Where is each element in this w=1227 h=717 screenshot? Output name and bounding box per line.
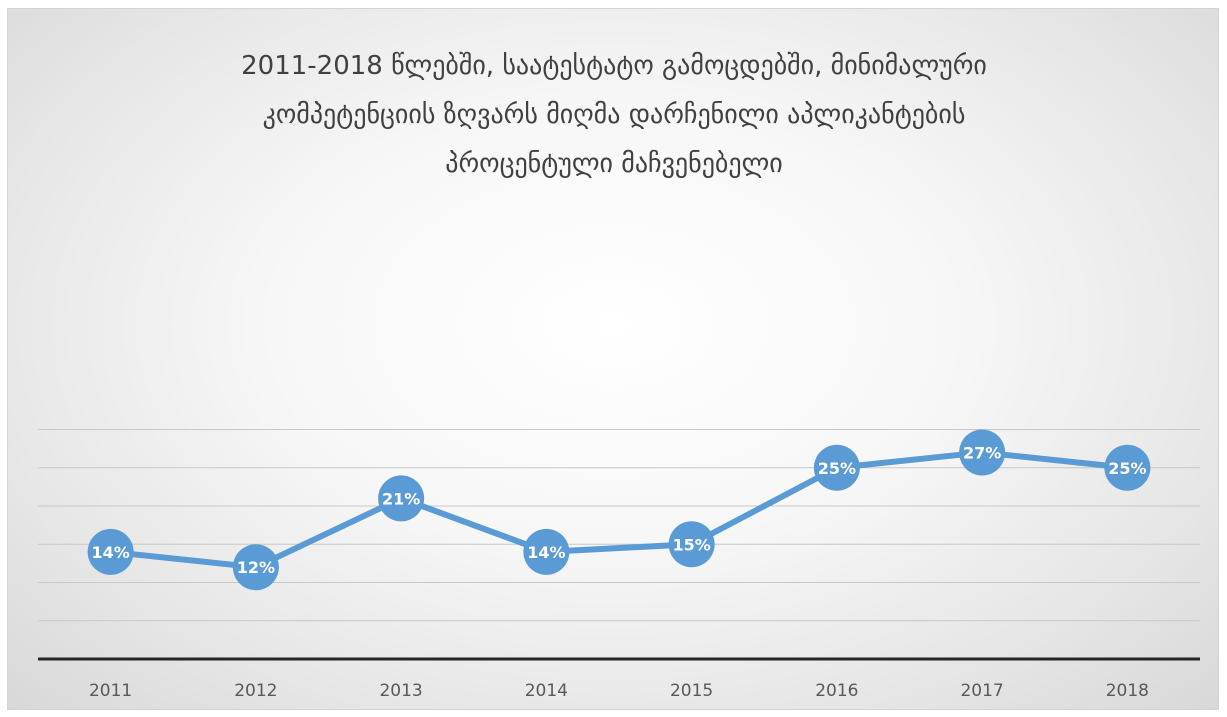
- data-label: 25%: [818, 459, 856, 478]
- data-point-marker: [378, 475, 425, 522]
- data-label: 21%: [382, 489, 420, 508]
- x-tick-label: 2013: [379, 681, 422, 701]
- data-label: 25%: [1108, 459, 1146, 478]
- data-point-marker: [523, 528, 570, 575]
- x-tick-label: 2014: [525, 681, 568, 701]
- data-series: 14% 12% 21% 14% 15% 25% 27% 25%: [87, 429, 1151, 591]
- series-line: [107, 449, 1131, 571]
- data-label: 12%: [237, 558, 275, 577]
- x-axis: 2011 2012 2013 2014 2015 2016 2017 2018: [38, 657, 1200, 701]
- gridlines: [38, 429, 1200, 622]
- data-label: 14%: [527, 543, 565, 562]
- data-point-marker: [959, 429, 1006, 476]
- x-tick-label: 2012: [234, 681, 277, 701]
- chart-title-line-3: პროცენტული მაჩვენებელი: [445, 149, 782, 179]
- data-label: 27%: [963, 443, 1001, 462]
- data-point-marker: [87, 528, 134, 575]
- data-point-marker: [668, 521, 715, 568]
- data-label: 14%: [91, 543, 129, 562]
- chart-title-line-2: კომპეტენციის ზღვარს მიღმა დარჩენილი აპლი…: [263, 100, 966, 130]
- data-label: 15%: [672, 535, 710, 554]
- chart-title-line-1: 2011-2018 წლებში, საატესტატო გამოცდებში,…: [241, 51, 987, 81]
- data-point-marker: [232, 544, 279, 591]
- chart-title: 2011-2018 წლებში, საატესტატო გამოცდებში,…: [241, 51, 987, 179]
- x-tick-label: 2017: [960, 681, 1003, 701]
- data-point-marker: [813, 444, 860, 491]
- x-tick-label: 2018: [1106, 681, 1149, 701]
- chart-frame: 2011-2018 წლებში, საატესტატო გამოცდებში,…: [7, 8, 1219, 710]
- line-chart: 2011-2018 წლებში, საატესტატო გამოცდებში,…: [38, 51, 1200, 701]
- data-point-marker: [1104, 444, 1151, 491]
- x-tick-label: 2011: [89, 681, 132, 701]
- x-tick-label: 2016: [815, 681, 858, 701]
- x-tick-label: 2015: [670, 681, 713, 701]
